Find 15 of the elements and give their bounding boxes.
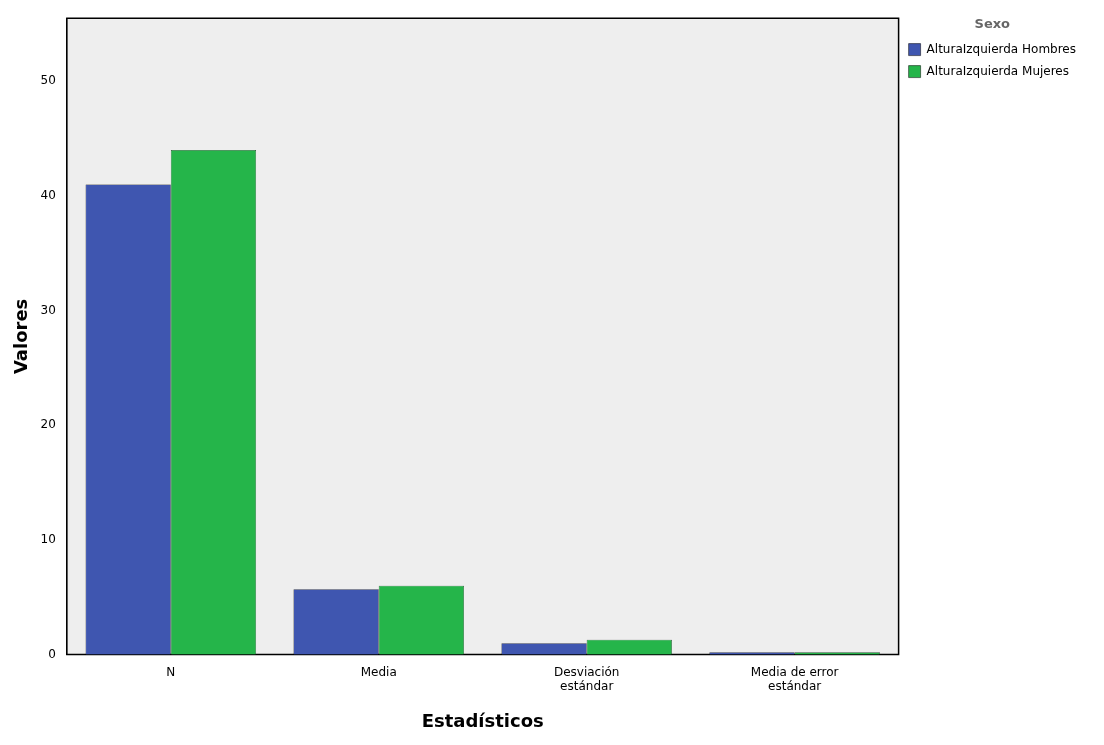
y-tick-label: 30 — [40, 302, 56, 317]
legend-label: AlturaIzquierda Mujeres — [926, 63, 1069, 78]
x-tick-label: Media de error estándar — [750, 664, 839, 694]
x-axis-title: Estadísticos — [421, 709, 544, 731]
y-tick-label: 10 — [40, 532, 56, 547]
y-tick-label: 0 — [48, 646, 56, 661]
y-tick-label: 50 — [40, 73, 56, 88]
y-tick-label: 40 — [40, 188, 56, 203]
x-tick-label: N — [166, 664, 176, 679]
legend-title: Sexo — [974, 15, 1011, 31]
x-tick-label: Desviación estándar — [553, 664, 620, 694]
legend-label: AlturaIzquierda Hombres — [926, 41, 1076, 56]
x-tick-label: Media — [360, 664, 397, 679]
y-axis-title: Valores — [10, 298, 32, 375]
y-tick-label: 20 — [40, 417, 56, 432]
